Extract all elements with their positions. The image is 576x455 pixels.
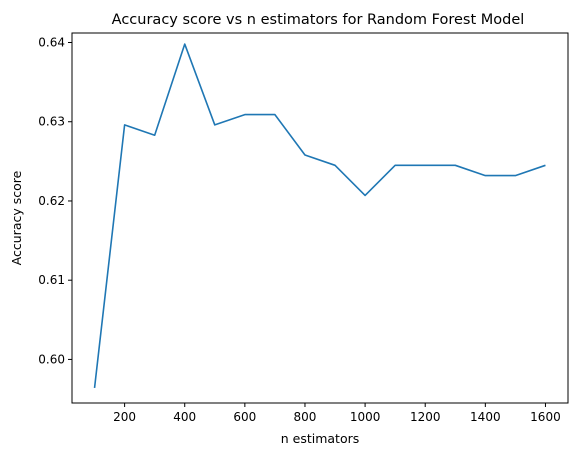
y-axis: 0.60 0.61 0.62 0.63 0.64 (38, 36, 72, 366)
plot-area-frame (71, 32, 569, 404)
y-axis-label: Accuracy score (9, 170, 24, 265)
x-axis: 200 400 600 800 1000 1200 1400 1600 (113, 403, 561, 424)
x-tick-label: 1200 (410, 410, 441, 424)
x-tick-label: 200 (113, 410, 136, 424)
y-tick-label: 0.63 (38, 115, 65, 129)
y-tick-label: 0.62 (38, 194, 65, 208)
x-tick-label: 1400 (470, 410, 501, 424)
x-tick-label: 1000 (350, 410, 381, 424)
y-tick-label: 0.64 (38, 36, 65, 50)
chart-title: Accuracy score vs n estimators for Rando… (112, 12, 525, 28)
x-tick-label: 800 (294, 410, 317, 424)
x-tick-label: 1600 (530, 410, 561, 424)
series-line (93, 43, 546, 389)
x-axis-label: n estimators (281, 431, 360, 446)
y-tick-label: 0.61 (38, 273, 65, 287)
x-tick-label: 400 (173, 410, 196, 424)
y-tick-label: 0.60 (38, 352, 65, 366)
x-tick-label: 600 (233, 410, 256, 424)
